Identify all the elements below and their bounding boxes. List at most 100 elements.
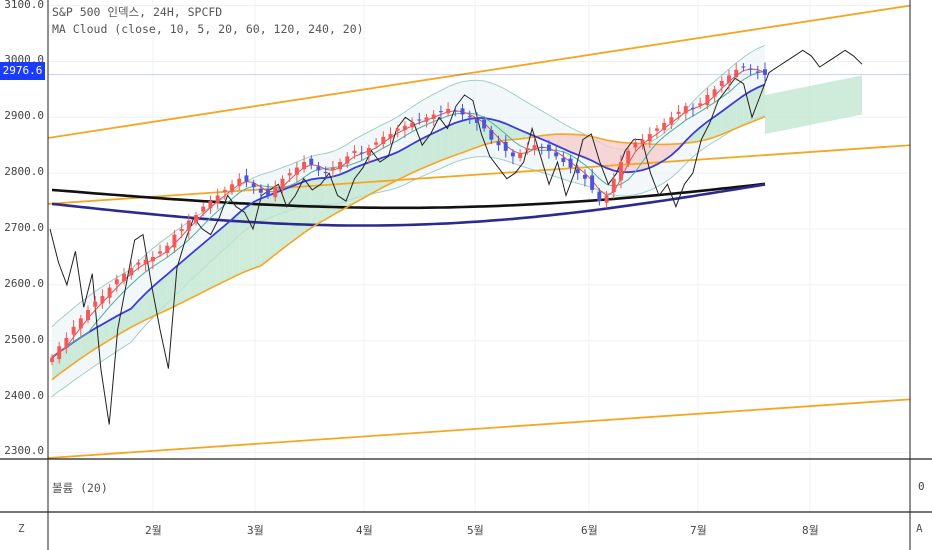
candle-body: [266, 189, 271, 196]
x-tick-label: 8월: [802, 524, 819, 537]
ma60-line: [51, 115, 766, 381]
x-tick-label: 5월: [467, 524, 484, 537]
cloud-segment: [606, 140, 614, 171]
x-tick-label: 7월: [690, 524, 707, 537]
candle-body: [280, 178, 285, 189]
cloud-segment: [80, 332, 89, 359]
bollinger-fill: [52, 45, 765, 397]
candle-body: [410, 122, 415, 128]
candle-body: [172, 234, 177, 248]
cloud-segment: [253, 198, 261, 269]
cloud-segment: [224, 219, 233, 282]
cloud-segment: [311, 178, 319, 228]
x-tick-label: 3월: [247, 524, 264, 537]
candle-body: [302, 161, 307, 170]
candle-body: [654, 128, 659, 131]
cloud-segment: [188, 249, 197, 300]
candlesticks: [50, 62, 767, 366]
cloud-segment: [656, 144, 665, 165]
cloud-segment: [138, 293, 146, 324]
trend-channel-line: [47, 398, 911, 459]
candle-body: [78, 318, 83, 329]
cloud-segment: [239, 206, 247, 275]
cloud-segment: [217, 225, 225, 285]
candle-body: [568, 158, 573, 168]
cloud-segment: [66, 342, 74, 369]
candle-body: [50, 357, 54, 362]
candle-body: [57, 346, 62, 360]
cloud-segment: [721, 106, 729, 135]
lagging-line: [49, 49, 863, 425]
cloud-segment: [210, 231, 218, 289]
cloud-segment: [73, 337, 81, 364]
cloud-segment: [354, 165, 362, 203]
moving-average-lines: [47, 4, 911, 459]
candle-body: [539, 146, 544, 149]
candle-body: [489, 130, 494, 140]
candle-body: [647, 134, 652, 142]
candle-body: [330, 167, 335, 170]
candle-body: [633, 142, 638, 148]
cloud-segment: [196, 243, 204, 296]
cloud-segment: [584, 135, 593, 161]
cloud-segment: [397, 148, 405, 180]
x-tick-label: 2월: [145, 524, 162, 537]
candle-body: [100, 296, 105, 304]
ma5-line: [51, 68, 766, 358]
candle-body: [309, 158, 314, 165]
cloud-segment: [426, 132, 434, 167]
candle-body: [316, 166, 321, 171]
candle-body: [179, 229, 184, 232]
y-tick-label: 2500.0: [4, 332, 44, 346]
cloud-segment: [556, 134, 564, 149]
candle-body: [748, 68, 753, 70]
cloud-segment: [563, 134, 571, 152]
cloud-segment: [469, 117, 477, 150]
candle-body: [712, 89, 717, 97]
volume-pane-label: 볼륨 (20): [52, 481, 108, 495]
candle-body: [518, 153, 523, 159]
candle-body: [251, 183, 256, 188]
candle-body: [186, 220, 191, 231]
cloud-segment: [671, 143, 679, 156]
zoom-button[interactable]: Z: [18, 522, 25, 535]
cloud-segment: [325, 176, 333, 220]
cloud-segment: [376, 157, 384, 192]
y-tick-label: 3100.0: [4, 0, 44, 11]
candle-body: [86, 309, 90, 321]
candle-body: [460, 108, 465, 115]
candle-body: [294, 167, 299, 175]
candle-body: [640, 139, 645, 145]
candle-body: [719, 80, 724, 87]
cloud-segment: [736, 95, 744, 129]
candle-body: [150, 256, 155, 262]
candle-body: [676, 111, 681, 114]
auto-scale-button[interactable]: A: [916, 522, 923, 535]
candle-body: [359, 152, 364, 154]
cloud-segment: [246, 202, 254, 272]
legend-symbol: S&P 500 인덱스, 24H, SPCFD: [52, 5, 223, 19]
candle-body: [453, 110, 458, 112]
cloud-segment: [145, 286, 153, 320]
candle-body: [237, 178, 242, 186]
candle-body: [683, 106, 688, 114]
candle-body: [388, 134, 393, 139]
cloud-segment: [750, 87, 758, 123]
candle-body: [546, 144, 551, 151]
candle-body: [691, 107, 695, 109]
candle-body: [698, 103, 703, 106]
cloud-segment: [757, 84, 765, 120]
volume-pane-tick: 0: [918, 480, 925, 493]
cloud-segment: [318, 177, 326, 224]
candle-body: [467, 116, 472, 118]
candle-body: [626, 150, 631, 164]
candle-body: [417, 119, 422, 121]
cloud-segment: [232, 212, 240, 278]
cloud-segment: [462, 118, 470, 153]
cloud-segment: [340, 171, 348, 212]
ma20-line: [51, 83, 766, 359]
candle-body: [222, 189, 227, 193]
candle-body: [446, 108, 451, 114]
